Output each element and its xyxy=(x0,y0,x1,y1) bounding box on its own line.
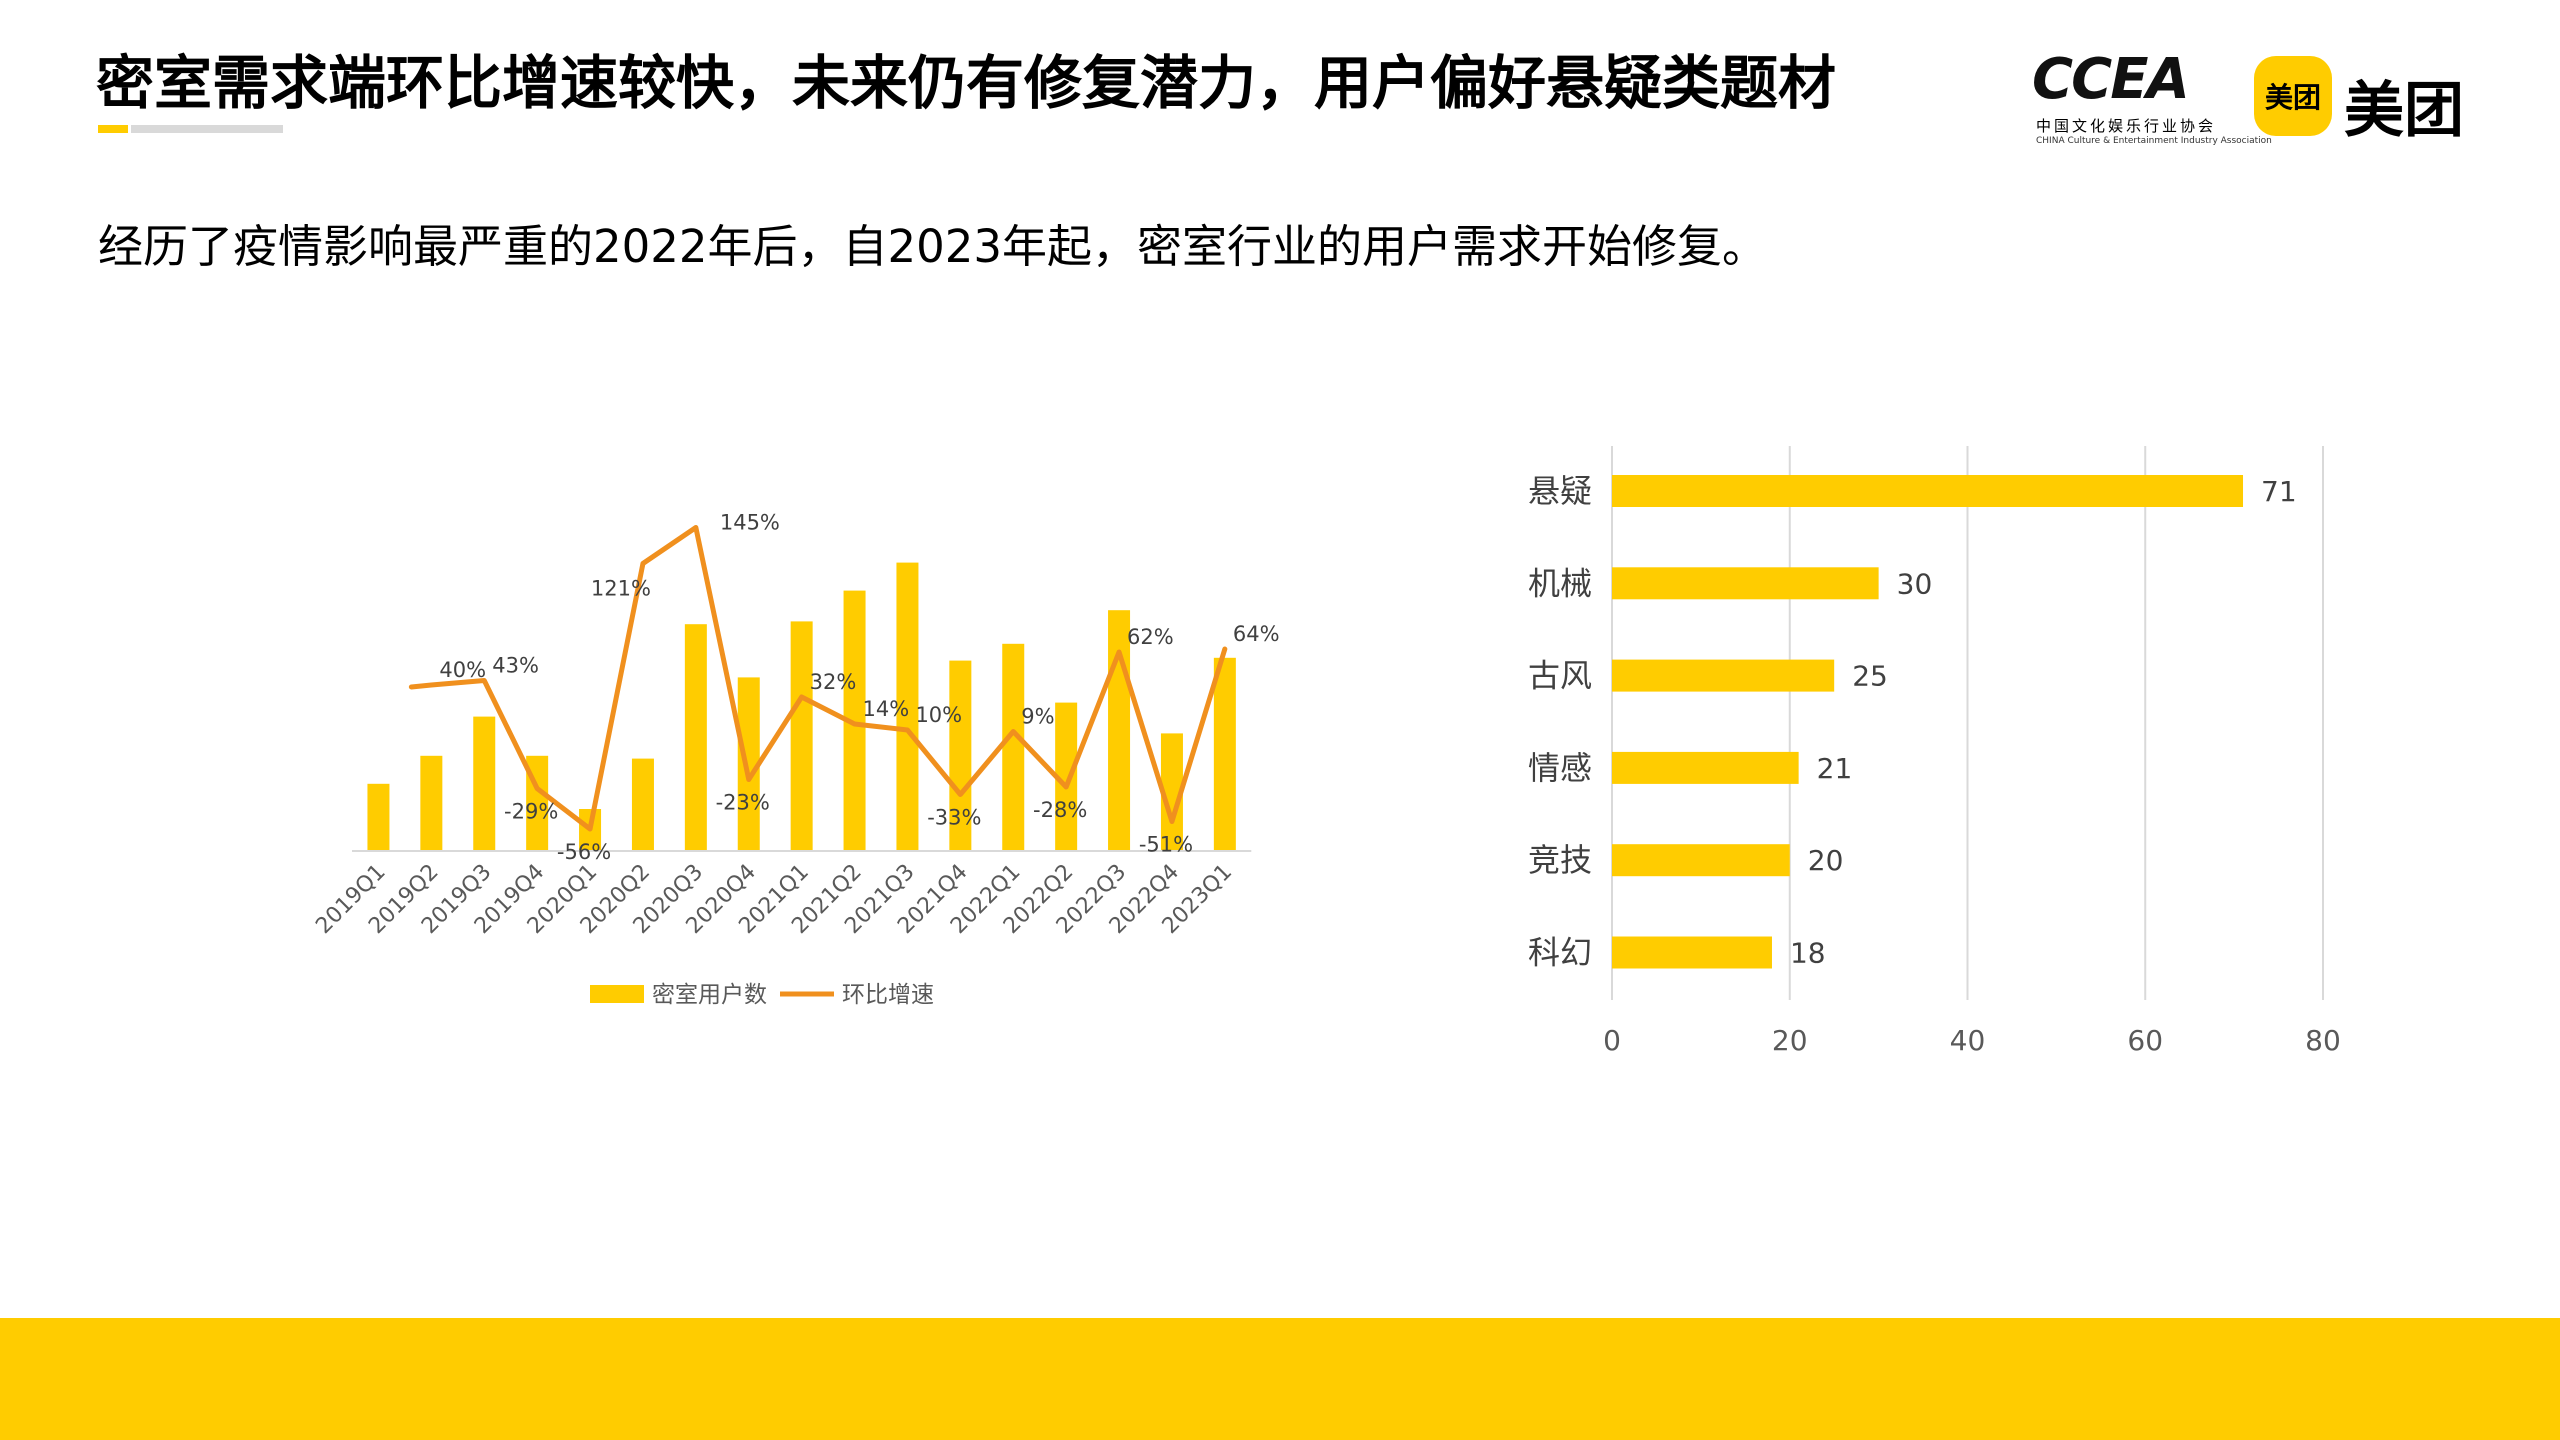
legend-line-label: 环比增速 xyxy=(842,982,934,1008)
growth-label-2023Q1: 64% xyxy=(1233,622,1280,646)
bar-user-count-2020Q2 xyxy=(631,758,654,851)
hbar-x-tick-20: 20 xyxy=(1772,1024,1808,1057)
hbar-value-情感: 21 xyxy=(1817,752,1853,785)
hbar-value-机械: 30 xyxy=(1897,567,1933,600)
growth-label-2020Q3: 145% xyxy=(720,511,780,535)
bar-user-count-2019Q1 xyxy=(367,783,390,851)
hbar-category-悬疑: 悬疑 xyxy=(1528,472,1592,510)
page-subtitle: 经历了疫情影响最严重的2022年后，自2023年起，密室行业的用户需求开始修复。 xyxy=(98,220,1768,273)
bar-user-count-2021Q1 xyxy=(790,621,813,851)
bar-user-count-2020Q3 xyxy=(684,624,707,851)
title-underline-accent xyxy=(98,125,128,133)
hbar-x-tick-60: 60 xyxy=(2127,1024,2163,1057)
growth-label-2022Q2: -28% xyxy=(1033,798,1087,822)
legend-bar-swatch xyxy=(590,985,644,1003)
meituan-badge: 美团 xyxy=(2254,56,2332,136)
title-underline-grey xyxy=(131,125,283,133)
hbar-value-科幻: 18 xyxy=(1790,937,1826,970)
ccea-logo-cn: 中国文化娱乐行业协会 xyxy=(2036,117,2217,135)
growth-label-2021Q3: 10% xyxy=(915,703,962,727)
hbar-bar-古风 xyxy=(1612,659,1835,692)
hbar-value-古风: 25 xyxy=(1852,660,1888,693)
hbar-bar-机械 xyxy=(1612,567,1879,600)
ccea-logo: CCEA xyxy=(2032,52,2248,108)
hbar-x-tick-40: 40 xyxy=(1950,1024,1986,1057)
growth-label-2020Q1: -56% xyxy=(557,840,611,864)
growth-label-2022Q4: -51% xyxy=(1139,833,1193,857)
growth-label-2020Q2: 121% xyxy=(591,577,651,601)
growth-label-2019Q3: 43% xyxy=(492,654,539,678)
combo-chart: 2019Q12019Q22019Q32019Q42020Q12020Q22020… xyxy=(311,511,1279,1009)
page-title: 密室需求端环比增速较快，未来仍有修复潜力，用户偏好悬疑类题材 xyxy=(96,49,1837,117)
growth-label-2021Q1: 32% xyxy=(810,670,857,694)
hbar-bar-情感 xyxy=(1612,751,1799,784)
hbar-bar-科幻 xyxy=(1612,936,1772,969)
ccea-logo-text: CCEA xyxy=(2032,47,2190,112)
growth-label-2020Q4: -23% xyxy=(716,791,770,815)
growth-label-2021Q2: 14% xyxy=(863,697,910,721)
horizontal-bar-chart: 0 20 40 60 80 悬疑 71 机械 30 古风 25 情感 21 竞技 20 科幻 18 xyxy=(1528,446,2341,1057)
bar-user-count-2021Q2 xyxy=(843,590,866,851)
hbar-x-tick-80: 80 xyxy=(2305,1024,2341,1057)
legend-bar-label: 密室用户数 xyxy=(652,982,767,1008)
hbar-category-古风: 古风 xyxy=(1528,657,1592,695)
growth-rate-line xyxy=(408,525,1228,832)
growth-label-2022Q1: 9% xyxy=(1021,705,1054,729)
bar-user-count-2022Q1 xyxy=(1002,643,1025,851)
hbar-category-机械: 机械 xyxy=(1528,564,1592,602)
hbar-category-科幻: 科幻 xyxy=(1528,934,1592,972)
hbar-value-竞技: 20 xyxy=(1808,844,1844,877)
hbar-value-悬疑: 71 xyxy=(2261,475,2297,508)
bar-user-count-2021Q3 xyxy=(896,562,919,851)
ccea-logo-en: CHINA Culture & Entertainment Industry A… xyxy=(2036,136,2272,146)
hbar-category-竞技: 竞技 xyxy=(1528,841,1592,879)
hbar-bar-竞技 xyxy=(1612,844,1790,877)
hbar-bar-悬疑 xyxy=(1612,475,2244,507)
bar-user-count-2019Q2 xyxy=(420,755,443,851)
growth-label-2021Q4: -33% xyxy=(927,806,981,830)
growth-label-2022Q3: 62% xyxy=(1127,625,1174,649)
bar-user-count-2019Q3 xyxy=(473,716,496,851)
footer-band xyxy=(0,1318,2560,1440)
meituan-logo-text: 美团 xyxy=(2344,76,2464,146)
growth-label-2019Q4: -29% xyxy=(504,800,558,824)
hbar-x-tick-0: 0 xyxy=(1603,1024,1621,1057)
hbar-category-情感: 情感 xyxy=(1528,749,1592,787)
bar-user-count-2023Q1 xyxy=(1213,657,1236,851)
bar-user-count-2020Q4 xyxy=(737,677,760,851)
bar-user-count-2022Q2 xyxy=(1055,702,1078,851)
growth-label-2019Q2: 40% xyxy=(439,658,486,682)
bar-user-count-2022Q4 xyxy=(1160,733,1183,851)
bar-user-count-2021Q4 xyxy=(949,660,972,851)
